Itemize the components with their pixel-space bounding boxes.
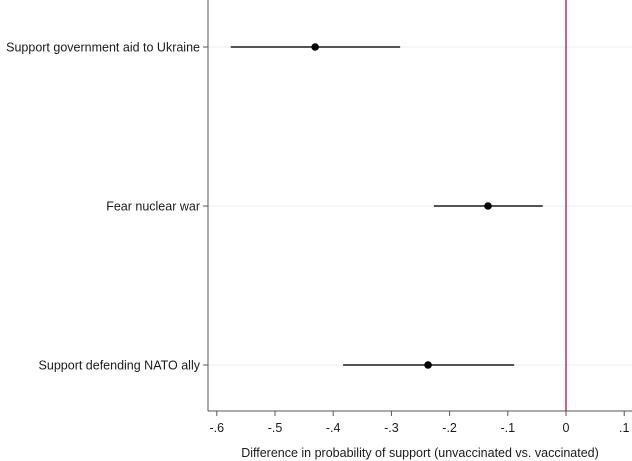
x-axis-title: Difference in probability of support (un… <box>241 446 599 460</box>
category-label: Support defending NATO ally <box>39 359 201 373</box>
y-axis-labels: Support government aid to Ukraine Fear nu… <box>6 41 208 373</box>
estimate-rows <box>230 43 543 369</box>
point-estimate <box>424 361 432 369</box>
x-axis-ticks: -.6 -.5 -.4 -.3 -.2 -.1 0 .1 <box>210 411 629 435</box>
category-label: Support government aid to Ukraine <box>6 41 200 55</box>
x-tick-label: -.2 <box>442 421 457 435</box>
x-tick-label: .1 <box>619 421 629 435</box>
x-tick-label: -.5 <box>268 421 283 435</box>
x-tick-label: -.3 <box>384 421 399 435</box>
x-tick-label: 0 <box>563 421 570 435</box>
category-label: Fear nuclear war <box>106 200 200 214</box>
point-estimate <box>311 43 319 51</box>
gridlines <box>208 46 632 366</box>
x-tick-label: -.6 <box>210 421 225 435</box>
point-estimate <box>484 202 492 210</box>
x-tick-label: -.1 <box>501 421 516 435</box>
x-tick-label: -.4 <box>326 421 341 435</box>
